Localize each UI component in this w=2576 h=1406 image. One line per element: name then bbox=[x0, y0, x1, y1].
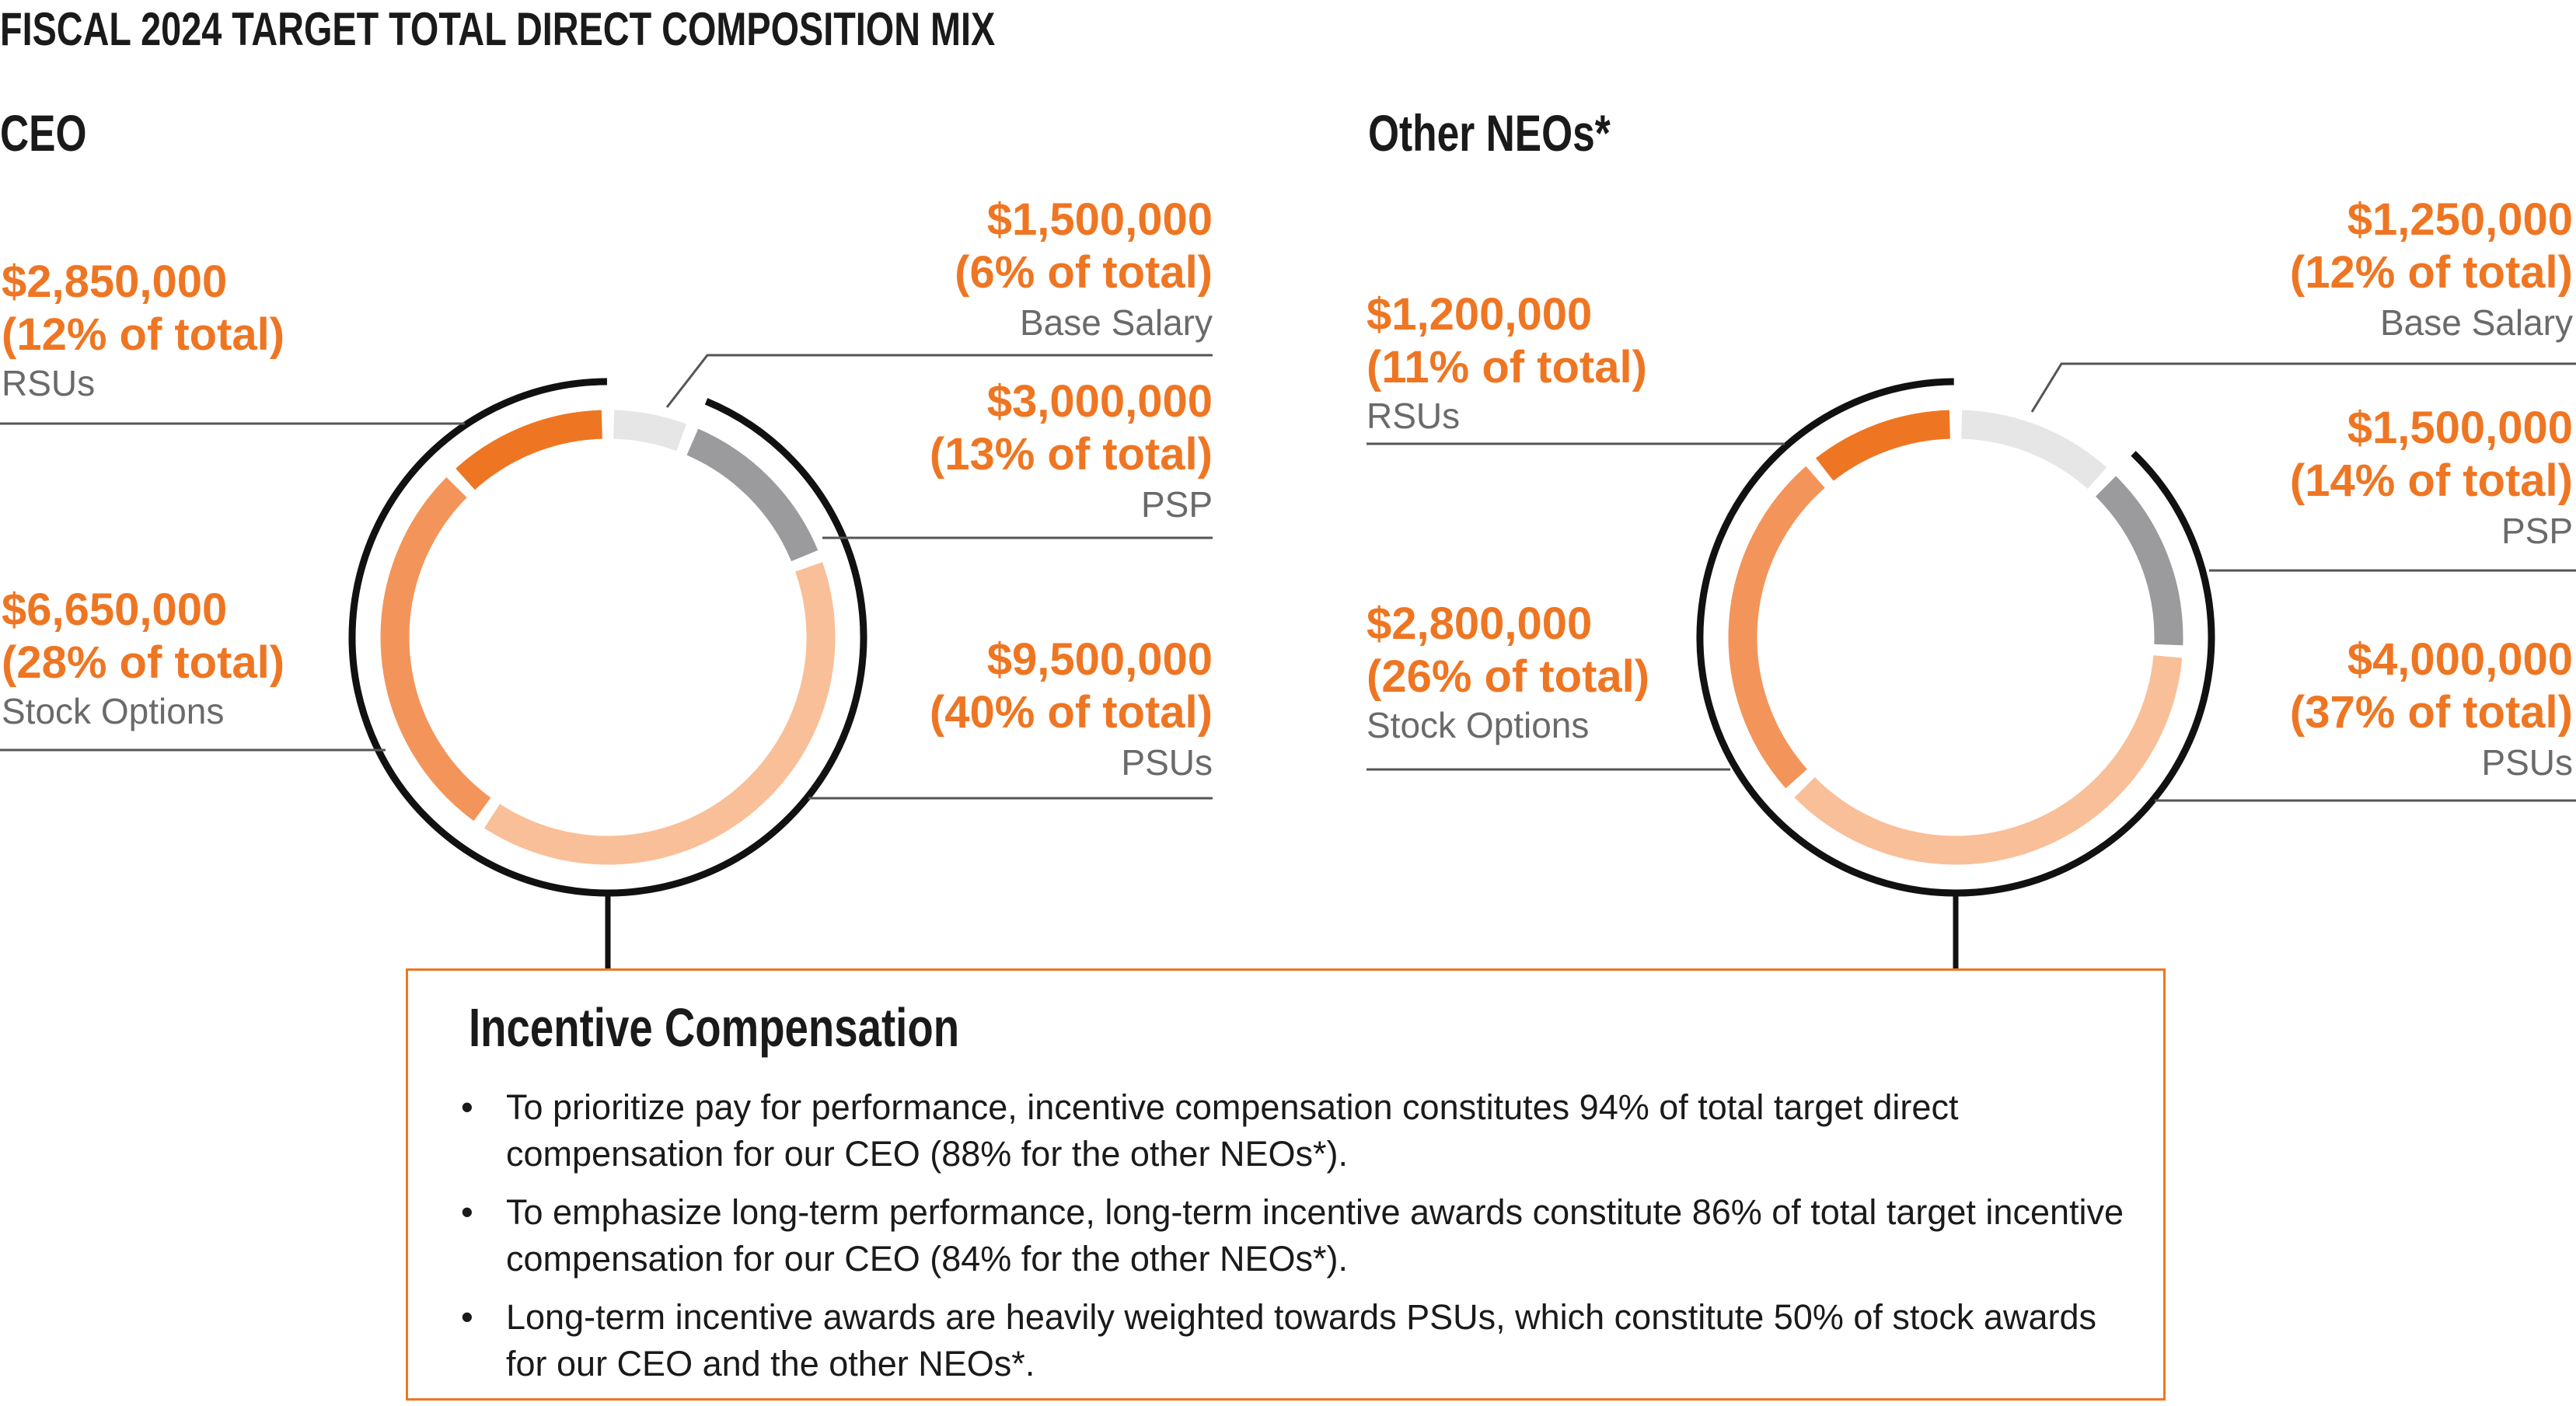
ceo-leader-line-base-salary bbox=[665, 354, 1213, 408]
ceo-donut-segment-rsus bbox=[456, 410, 603, 490]
neo-leader-line-base-salary bbox=[2030, 362, 2576, 413]
neo-incentive-bracket bbox=[1696, 378, 2215, 897]
ceo-donut-segment-psp bbox=[686, 428, 819, 562]
ceo-donut-segment-base-salary bbox=[613, 410, 687, 452]
neo-donut-segment-stock-options bbox=[1728, 466, 1825, 789]
neo-donut-segment-base-salary bbox=[1960, 410, 2107, 490]
ceo-donut-segment-stock-options bbox=[380, 477, 491, 822]
ceo-incentive-bracket bbox=[348, 378, 867, 897]
neo-donut-segment-rsus bbox=[1815, 410, 1951, 481]
neo-donut-segment-psp bbox=[2095, 476, 2183, 646]
neo-donut-segment-psus bbox=[1794, 655, 2183, 865]
ceo-donut-segment-psus bbox=[483, 562, 836, 865]
